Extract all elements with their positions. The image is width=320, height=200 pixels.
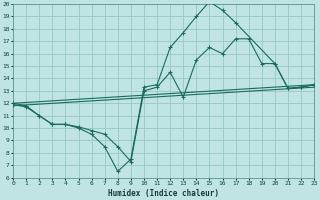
X-axis label: Humidex (Indice chaleur): Humidex (Indice chaleur) xyxy=(108,189,219,198)
